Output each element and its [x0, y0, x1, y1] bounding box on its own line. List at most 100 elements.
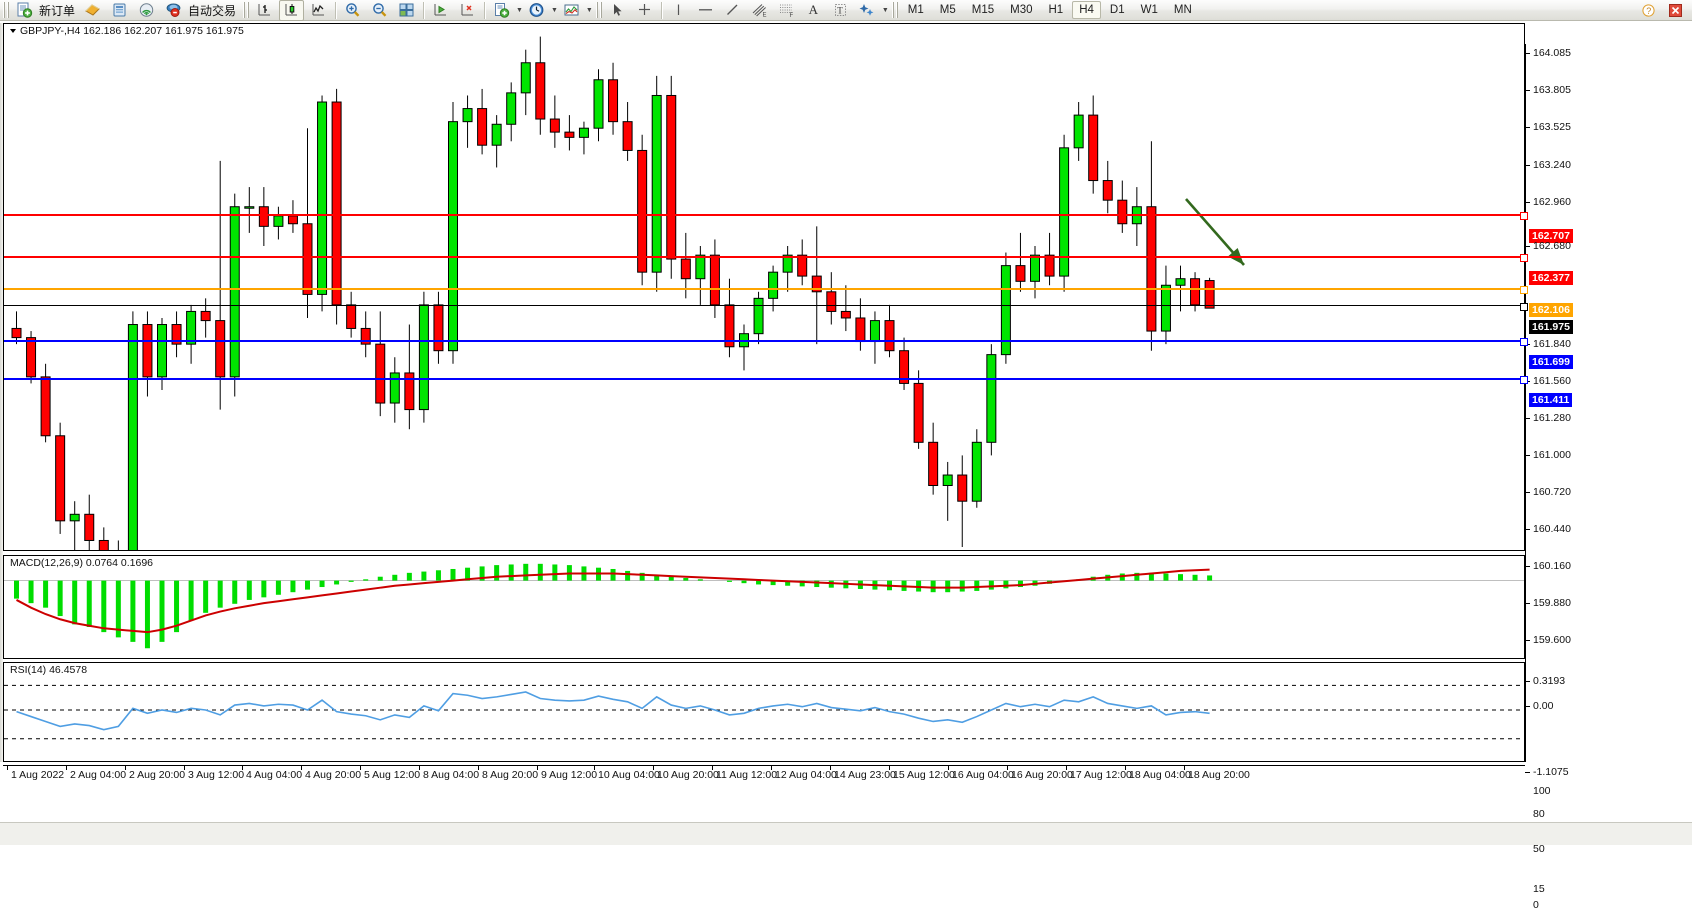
period-separator-icon[interactable] [524, 0, 549, 21]
candlestick-canvas[interactable] [4, 24, 1524, 550]
time-tick [830, 766, 831, 770]
time-tick [66, 766, 67, 770]
candle [520, 49, 531, 116]
period-separator-dropdown-caret[interactable]: ▼ [550, 6, 558, 14]
crosshair-icon[interactable] [632, 0, 657, 21]
price-badge-161-699[interactable]: 161.699 [1529, 355, 1573, 369]
price-badge-162-377[interactable]: 162.377 [1529, 271, 1573, 285]
templates-dropdown-caret[interactable]: ▼ [585, 6, 593, 14]
new-order-label[interactable]: 新订单 [39, 3, 76, 18]
bar-chart-icon[interactable] [252, 0, 277, 21]
horizontal-line-icon[interactable] [693, 0, 718, 21]
shapes-dropdown-caret[interactable]: ▼ [881, 6, 889, 14]
rsi-indicator-panel[interactable]: RSI(14) 46.4578 [3, 662, 1525, 762]
time-scale[interactable]: 1 Aug 2022 2 Aug 04:00 2 Aug 20:00 3 Aug 12… [3, 765, 1525, 788]
price-badge-161-975[interactable]: 161.975 [1529, 320, 1573, 334]
tile-windows-icon[interactable] [394, 0, 419, 21]
candle [302, 128, 313, 318]
time-tick [889, 766, 890, 770]
candle [55, 422, 66, 534]
cursor-icon[interactable] [605, 0, 630, 21]
templates-icon[interactable] [559, 0, 584, 21]
candle [971, 429, 982, 508]
candle [986, 344, 997, 456]
level-line-handle[interactable] [1520, 338, 1528, 346]
line-chart-icon[interactable] [306, 0, 331, 21]
chart-shift-icon[interactable] [455, 0, 480, 21]
auto-trading-icon[interactable] [161, 0, 186, 21]
toolbar-grip-charttype[interactable] [243, 2, 250, 18]
auto-trading-label[interactable]: 自动交易 [188, 3, 237, 18]
chart-workspace[interactable]: GBPJPY-,H4 162.186 162.207 161.975 161.9… [0, 21, 1692, 911]
price-chart-panel[interactable]: GBPJPY-,H4 162.186 162.207 161.975 161.9… [3, 23, 1528, 551]
macd-indicator-panel[interactable]: MACD(12,26,9) 0.0764 0.1696 [3, 555, 1525, 659]
timeframe-h1[interactable]: H1 [1048, 4, 1064, 16]
help-icon[interactable]: ? [1636, 0, 1661, 21]
level-line-handle[interactable] [1520, 254, 1528, 262]
price-scale[interactable]: 164.085 163.805 163.525 163.240 162.960 162.7… [1525, 44, 1692, 911]
time-tick-label: 16 Aug 20:00 [1011, 769, 1073, 781]
candle [797, 239, 808, 286]
new-order-button[interactable] [12, 0, 37, 21]
terminal-icon[interactable] [107, 0, 132, 21]
time-tick-label: 16 Aug 04:00 [952, 769, 1014, 781]
level-line-support-2[interactable] [4, 376, 1528, 384]
timeframe-m1[interactable]: M1 [907, 4, 924, 16]
price-badge-162-106[interactable]: 162.106 [1529, 303, 1573, 317]
candle [127, 311, 138, 550]
text-label-icon[interactable]: T [828, 0, 853, 21]
candle [98, 527, 109, 550]
timeframe-m15[interactable]: M15 [971, 4, 995, 16]
candlestick-chart-icon[interactable] [279, 0, 305, 21]
vertical-line-icon[interactable] [666, 0, 691, 21]
timeframe-m30[interactable]: M30 [1010, 4, 1033, 16]
auto-scroll-icon[interactable] [428, 0, 453, 21]
price-tick [1525, 246, 1530, 247]
candle [1044, 232, 1055, 286]
time-tick-label: 2 Aug 20:00 [129, 769, 186, 781]
level-line-pivot[interactable] [4, 286, 1528, 294]
timeframe-d1[interactable]: D1 [1109, 4, 1125, 16]
candle [215, 160, 226, 410]
candle [1204, 277, 1215, 309]
chart-menu-caret-icon[interactable] [10, 29, 16, 34]
level-line-handle[interactable] [1520, 286, 1528, 294]
level-line-support-1[interactable] [4, 338, 1528, 346]
symbol-header[interactable]: GBPJPY-,H4 162.186 162.207 161.975 161.9… [8, 25, 246, 37]
fibonacci-icon[interactable]: F [774, 0, 799, 21]
price-badge-161-411[interactable]: 161.411 [1529, 393, 1573, 407]
close-icon[interactable] [1663, 0, 1688, 21]
zoom-in-icon[interactable] [340, 0, 365, 21]
toolbar-grip-tools[interactable] [595, 2, 602, 18]
price-axis-line [1525, 44, 1526, 762]
toolbar-separator-3 [484, 1, 486, 19]
toolbar-grip-timeframes[interactable] [891, 2, 898, 18]
level-line-bid-line[interactable] [4, 303, 1528, 311]
level-line-handle[interactable] [1520, 212, 1528, 220]
expert-advisor-icon[interactable] [80, 0, 105, 21]
time-tick-label: 10 Aug 04:00 [598, 769, 660, 781]
level-line-resistance-2[interactable] [4, 254, 1528, 262]
level-line-handle[interactable] [1520, 303, 1528, 311]
timeframe-mn[interactable]: MN [1173, 4, 1192, 16]
shapes-icon[interactable] [855, 0, 880, 21]
level-line-handle[interactable] [1520, 376, 1528, 384]
price-badge-162-707[interactable]: 162.707 [1529, 229, 1573, 243]
trendline-icon[interactable] [720, 0, 745, 21]
timeframe-w1[interactable]: W1 [1140, 4, 1158, 16]
add-indicator-icon[interactable] [489, 0, 514, 21]
market-watch-icon[interactable] [134, 0, 159, 21]
candle [1146, 141, 1157, 351]
timeframe-m5[interactable]: M5 [939, 4, 956, 16]
equidistant-channel-icon[interactable]: E [747, 0, 772, 21]
level-line-resistance-1[interactable] [4, 212, 1528, 220]
toolbar-grip-trade[interactable] [3, 2, 9, 18]
zoom-out-icon[interactable] [367, 0, 392, 21]
time-tick-label: 12 Aug 04:00 [775, 769, 837, 781]
candle [753, 291, 764, 345]
timeframe-h4[interactable]: H4 [1072, 1, 1101, 19]
chart-left-scroll-strip[interactable] [0, 23, 3, 762]
text-icon[interactable]: A [801, 0, 826, 21]
add-indicator-dropdown-caret[interactable]: ▼ [516, 6, 523, 14]
candle [491, 115, 502, 168]
